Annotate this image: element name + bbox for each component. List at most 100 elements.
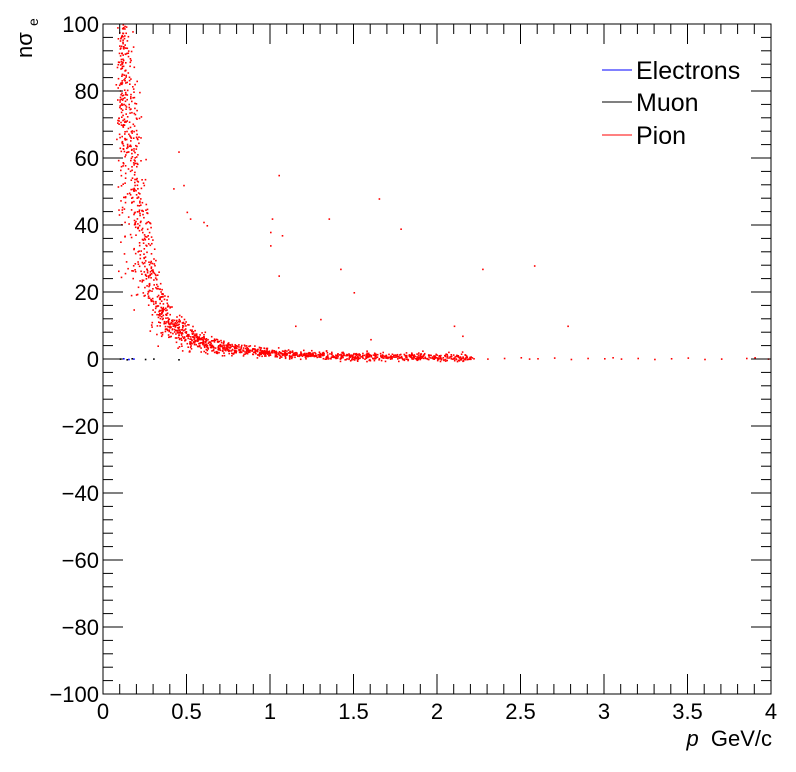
pion-point: [146, 236, 148, 238]
pion-point: [399, 357, 401, 359]
pion-point: [243, 353, 245, 356]
pion-point: [292, 353, 295, 356]
pion-point: [160, 332, 162, 334]
pion-point: [288, 354, 291, 357]
pion-point: [144, 235, 147, 238]
pion-point: [129, 126, 132, 129]
pion-point: [138, 209, 141, 211]
pion-point: [305, 358, 307, 360]
pion-point: [320, 356, 322, 358]
pion-point: [129, 233, 132, 236]
pion-point: [146, 228, 149, 231]
pion-point: [137, 251, 139, 253]
pion-point: [132, 277, 134, 280]
pion-point: [122, 183, 124, 185]
pion-point: [120, 60, 123, 63]
pion-point: [362, 352, 364, 355]
pion-point: [249, 349, 252, 352]
pion-point: [186, 211, 189, 214]
pion-point: [130, 236, 133, 239]
pion-point: [238, 349, 241, 352]
pion-point: [160, 300, 163, 302]
pion-point: [134, 222, 136, 225]
pion-point: [127, 216, 130, 218]
pion-point: [121, 82, 124, 84]
pion-point: [444, 355, 447, 358]
pion-point: [147, 295, 150, 297]
pion-point: [134, 184, 136, 187]
pion-point: [165, 321, 168, 323]
pion-point: [364, 358, 366, 360]
pion-point: [165, 313, 168, 315]
pion-point: [431, 357, 433, 359]
pion-point: [357, 354, 360, 356]
pion-point: [239, 351, 242, 354]
pion-point: [134, 252, 137, 255]
pion-point: [397, 358, 399, 360]
pion-point: [195, 343, 197, 346]
pion-point: [154, 273, 157, 276]
pion-point: [394, 354, 397, 356]
pion-point: [156, 333, 158, 336]
pion-point: [687, 357, 690, 359]
pion-point: [210, 342, 212, 345]
pion-point: [122, 165, 124, 167]
pion-point: [342, 351, 344, 354]
pion-point: [161, 288, 163, 291]
pion-point: [121, 92, 123, 95]
pion-point: [327, 358, 330, 360]
pion-point: [135, 194, 138, 196]
pion-point: [173, 188, 175, 190]
pion-point: [121, 52, 123, 55]
pion-point: [465, 357, 467, 360]
pion-point: [126, 143, 129, 146]
pion-point: [205, 344, 207, 347]
pion-point: [162, 307, 164, 310]
pion-point: [199, 345, 201, 348]
pion-point: [330, 358, 332, 360]
pion-point: [206, 346, 209, 349]
pion-point: [274, 354, 277, 356]
pion-point: [124, 201, 127, 204]
pion-point: [352, 354, 355, 356]
pion-point: [211, 350, 213, 352]
pion-point: [466, 355, 468, 358]
pion-point: [120, 82, 123, 85]
pion-point: [416, 357, 418, 360]
pion-point: [343, 352, 345, 355]
pion-point: [129, 65, 131, 68]
pion-point: [178, 318, 181, 321]
pion-point: [198, 336, 201, 338]
pion-point: [233, 352, 236, 354]
pion-point: [138, 142, 140, 145]
pion-point: [422, 357, 425, 360]
pion-point: [130, 137, 133, 139]
pion-point: [365, 355, 367, 358]
pion-point: [124, 100, 127, 103]
pion-point: [207, 338, 209, 341]
pion-point: [367, 353, 370, 355]
pion-point: [345, 354, 347, 357]
pion-point: [146, 251, 148, 254]
pion-point: [342, 356, 344, 359]
pion-point: [182, 325, 185, 327]
pion-point: [128, 106, 131, 109]
pion-point: [143, 253, 145, 255]
pion-point: [202, 336, 205, 338]
pion-point: [199, 338, 202, 341]
pion-point: [332, 356, 334, 358]
pion-point: [209, 346, 212, 349]
pion-point: [135, 136, 138, 139]
pion-point: [139, 202, 141, 204]
pion-point: [121, 65, 124, 68]
pion-point: [238, 346, 240, 348]
pion-point: [167, 317, 169, 319]
pion-point: [469, 358, 471, 361]
pion-point: [368, 355, 371, 357]
pion-point: [392, 356, 394, 358]
pion-point: [356, 353, 359, 356]
pion-point: [461, 351, 464, 353]
pion-point: [143, 257, 145, 259]
y-tick-label: −20: [62, 414, 99, 439]
